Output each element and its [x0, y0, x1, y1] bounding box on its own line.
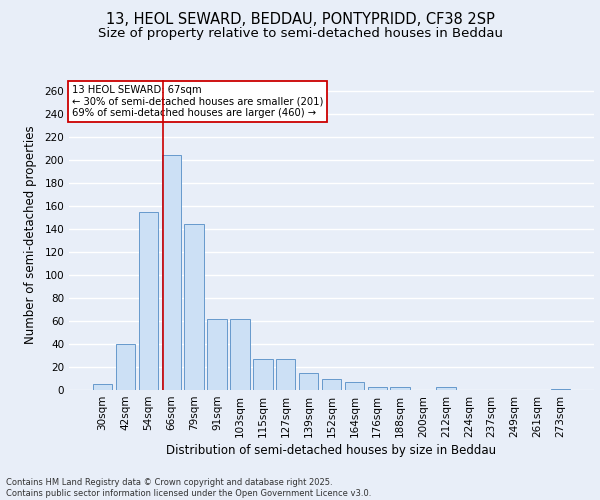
Bar — [93, 384, 112, 390]
Bar — [276, 359, 295, 390]
Bar — [116, 344, 135, 390]
Bar — [391, 386, 410, 390]
Text: Size of property relative to semi-detached houses in Beddau: Size of property relative to semi-detach… — [97, 28, 503, 40]
Y-axis label: Number of semi-detached properties: Number of semi-detached properties — [25, 126, 37, 344]
Bar — [436, 386, 455, 390]
Bar — [139, 212, 158, 390]
Bar — [299, 373, 319, 390]
Bar — [230, 319, 250, 390]
X-axis label: Distribution of semi-detached houses by size in Beddau: Distribution of semi-detached houses by … — [166, 444, 497, 457]
Bar — [344, 382, 364, 390]
Bar — [253, 359, 272, 390]
Bar — [184, 224, 204, 390]
Bar — [551, 389, 570, 390]
Bar — [322, 378, 341, 390]
Bar — [208, 319, 227, 390]
Text: Contains HM Land Registry data © Crown copyright and database right 2025.
Contai: Contains HM Land Registry data © Crown c… — [6, 478, 371, 498]
Bar — [161, 154, 181, 390]
Text: 13 HEOL SEWARD: 67sqm
← 30% of semi-detached houses are smaller (201)
69% of sem: 13 HEOL SEWARD: 67sqm ← 30% of semi-deta… — [71, 84, 323, 118]
Text: 13, HEOL SEWARD, BEDDAU, PONTYPRIDD, CF38 2SP: 13, HEOL SEWARD, BEDDAU, PONTYPRIDD, CF3… — [106, 12, 494, 28]
Bar — [368, 386, 387, 390]
